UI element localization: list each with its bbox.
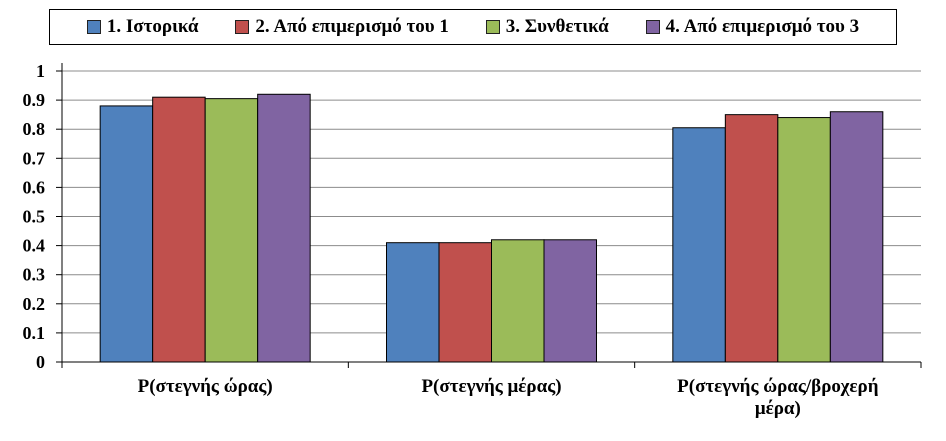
bar-series-4-cat-3 [829, 111, 884, 363]
y-tick-label: 0.5 [23, 207, 46, 227]
legend: 1. Ιστορικά 2. Από επιμερισμό του 1 3. Σ… [49, 9, 897, 45]
legend-label-series-2: 2. Από επιμερισμό του 1 [255, 16, 449, 37]
y-tick-label: 0.7 [23, 148, 46, 168]
y-tick-label: 0.1 [23, 323, 46, 343]
bar-series-1-cat-2 [386, 242, 440, 363]
legend-label-series-3: 3. Συνθετικά [505, 16, 609, 37]
legend-item-series-2: 2. Από επιμερισμό του 1 [235, 16, 449, 38]
legend-swatch-series-2 [235, 20, 250, 34]
legend-swatch-series-3 [485, 20, 500, 34]
x-category-label: P(στεγνής μέρας) [421, 376, 561, 397]
y-tick-label: 0 [36, 352, 45, 372]
y-tick-label: 1 [36, 61, 45, 81]
bar-series-2-cat-1 [152, 96, 206, 363]
bar-series-1-cat-1 [99, 105, 154, 363]
y-tick-label: 0.9 [23, 90, 46, 110]
bar-series-3-cat-1 [204, 98, 259, 363]
bar-series-2-cat-2 [438, 242, 492, 363]
legend-item-series-4: 4. Από επιμερισμό του 3 [645, 16, 860, 38]
legend-swatch-series-1 [86, 20, 101, 34]
y-tick-label: 0.4 [23, 236, 46, 256]
x-category-label: P(στεγνής ώρας/βροχερή [677, 376, 878, 397]
x-category-label: μέρα) [755, 398, 801, 419]
bar-series-1-cat-3 [672, 127, 726, 363]
legend-item-series-3: 3. Συνθετικά [485, 16, 609, 38]
bar-series-4-cat-1 [257, 93, 311, 363]
bar-series-3-cat-3 [777, 117, 831, 363]
y-tick-label: 0.8 [23, 119, 46, 139]
legend-item-series-1: 1. Ιστορικά [86, 16, 199, 38]
legend-label-series-4: 4. Από επιμερισμό του 3 [665, 16, 860, 37]
x-category-label: P(στεγνής ώρας) [138, 376, 273, 397]
bar-series-2-cat-3 [724, 114, 779, 363]
y-tick-label: 0.3 [23, 265, 46, 285]
legend-label-series-1: 1. Ιστορικά [106, 16, 199, 37]
y-tick-label: 0.2 [23, 294, 46, 314]
bar-series-4-cat-2 [543, 239, 597, 363]
bar-series-3-cat-2 [491, 239, 545, 363]
legend-swatch-series-4 [645, 20, 660, 34]
y-tick-label: 0.6 [23, 177, 46, 197]
